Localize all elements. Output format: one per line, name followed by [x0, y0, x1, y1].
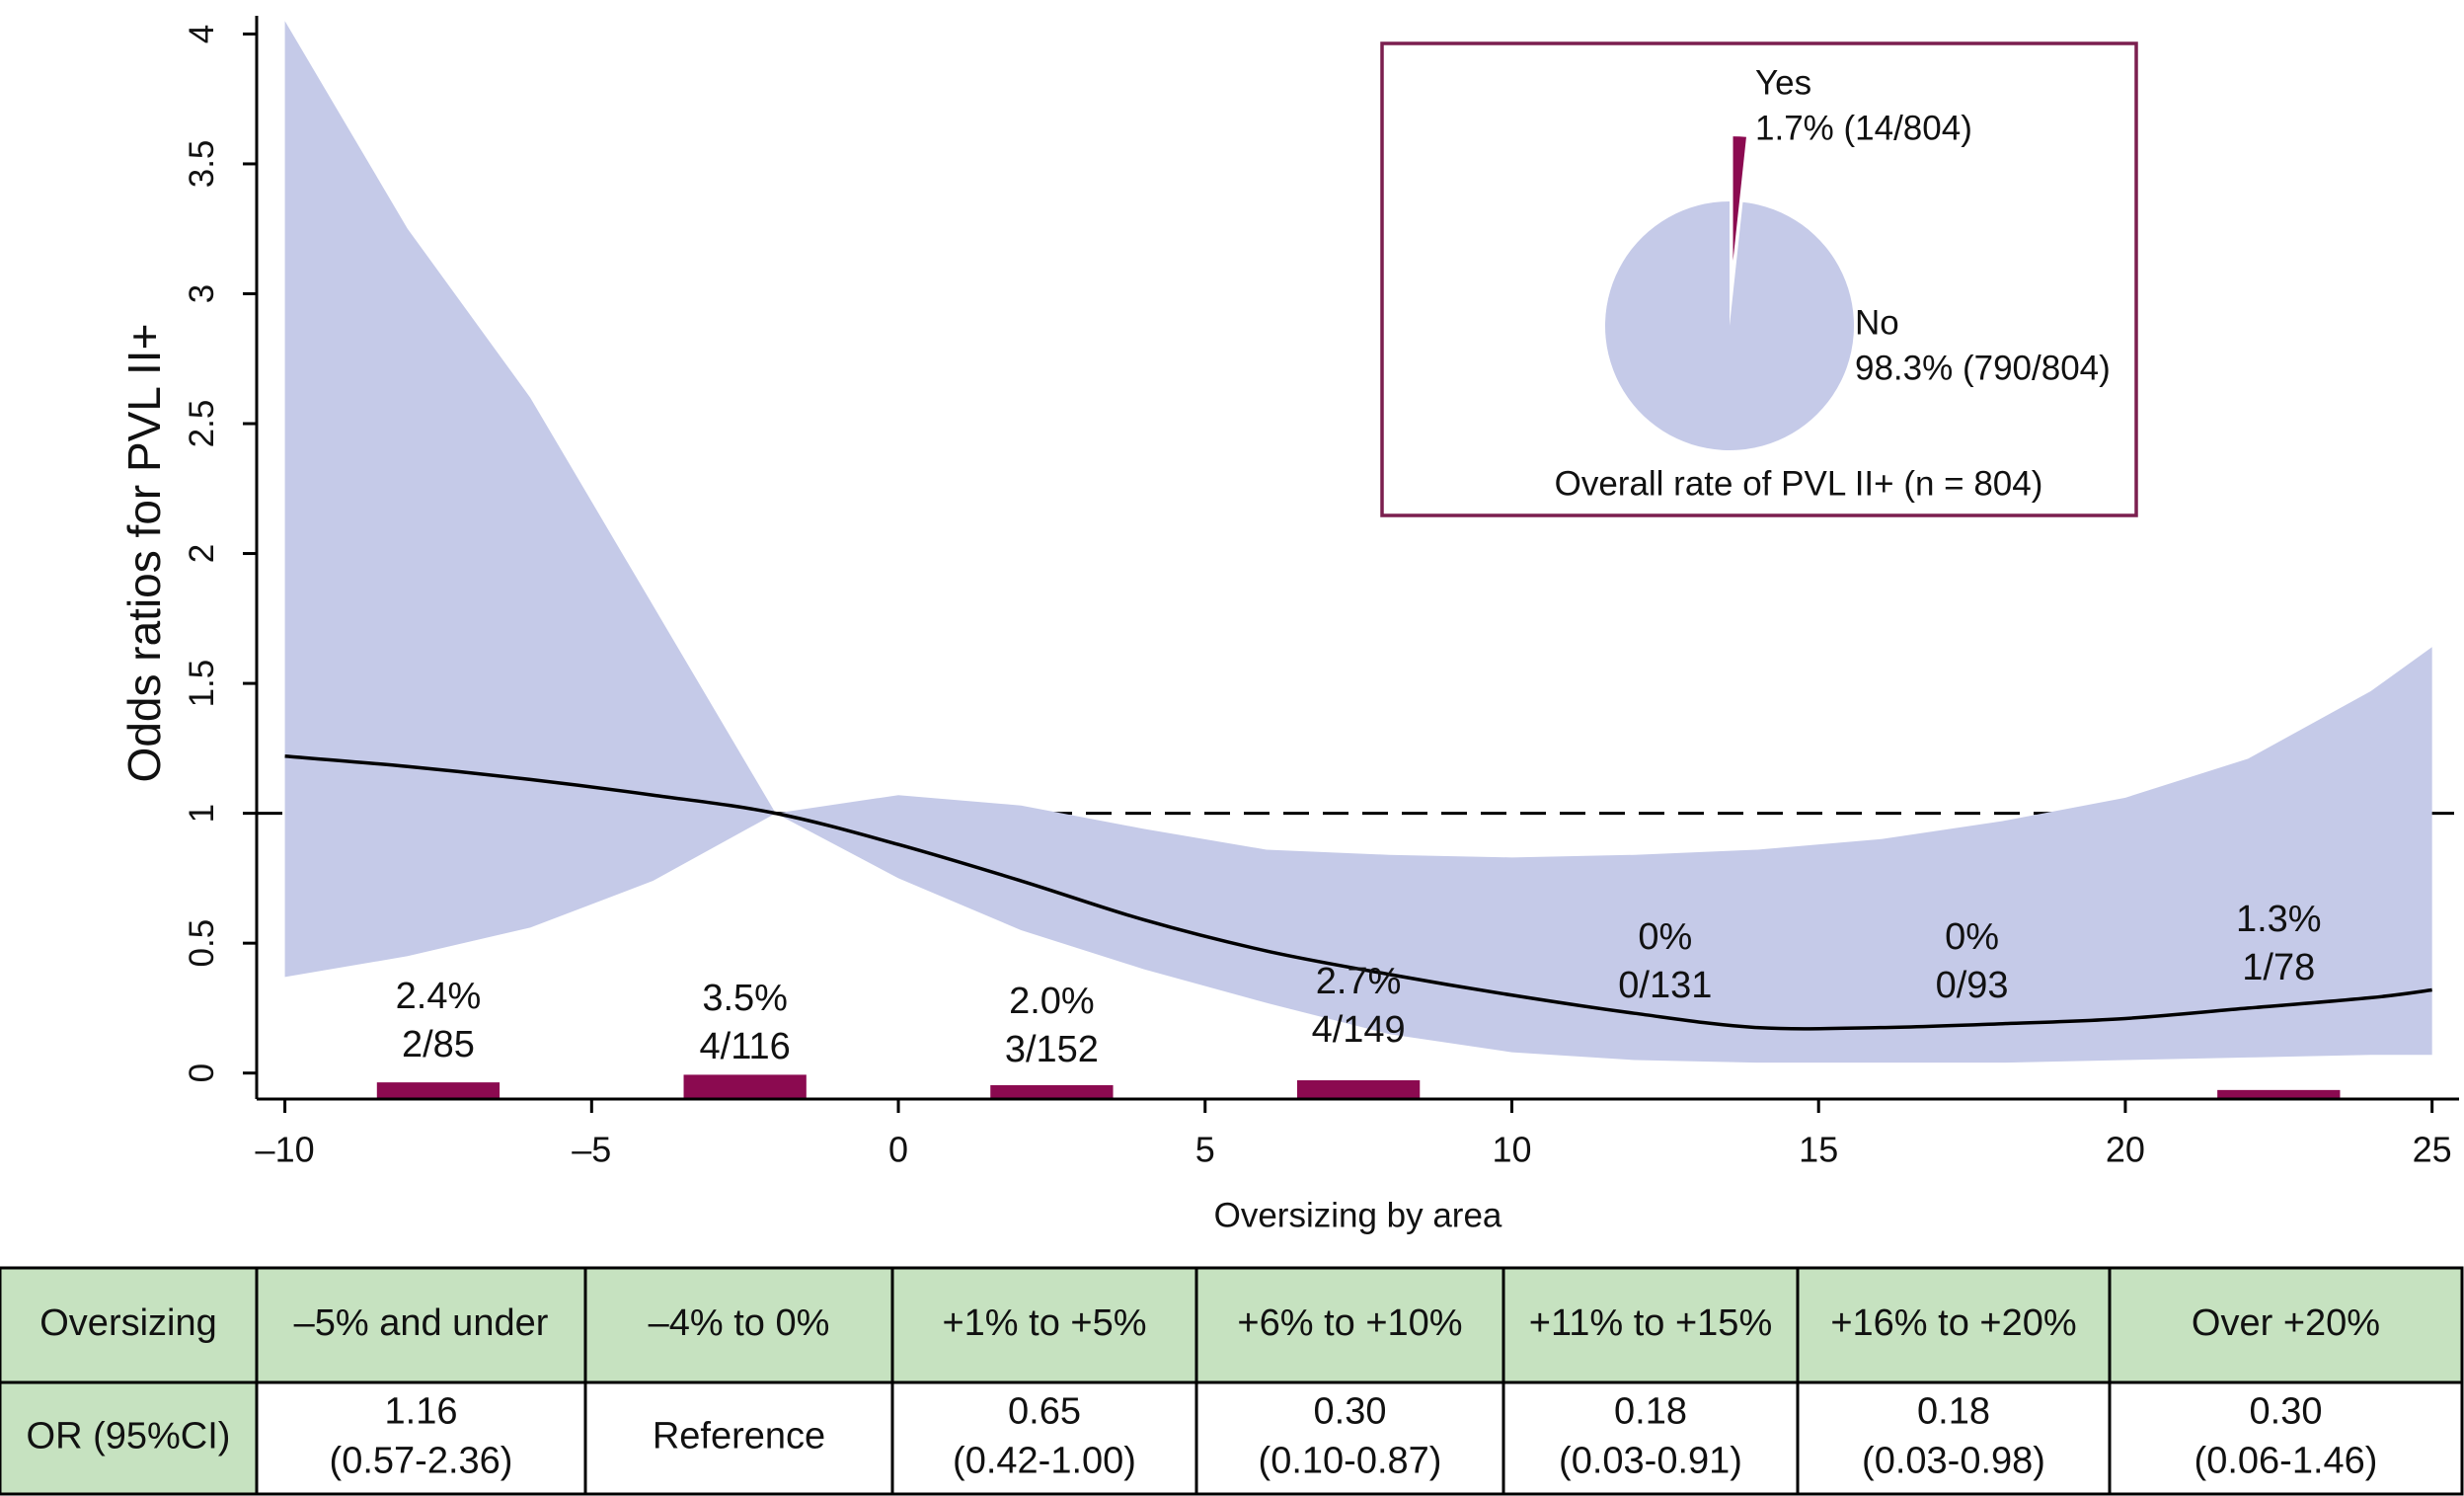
- rate-label: 2.0%: [1009, 981, 1095, 1022]
- row-label: OR (95%CI): [27, 1416, 231, 1457]
- rate-bar: [683, 1074, 807, 1099]
- header-text: –4% to 0%: [649, 1302, 830, 1344]
- header-cell: [1796, 1266, 2112, 1384]
- count-label: 3/152: [1005, 1029, 1099, 1070]
- x-tick-label: –10: [256, 1130, 315, 1170]
- cell-text: 0.30: [1314, 1391, 1387, 1433]
- x-tick-label: 20: [2106, 1130, 2145, 1170]
- rate-label: 0%: [1638, 916, 1692, 958]
- table-cell: [1194, 1380, 1505, 1496]
- rate-label: 0%: [1945, 916, 1999, 958]
- confidence-band: [284, 21, 2432, 1063]
- x-tick-label: 10: [1492, 1130, 1531, 1170]
- y-tick-label: 3: [183, 284, 221, 303]
- cell-text: Reference: [653, 1416, 825, 1457]
- table-cell: [583, 1380, 894, 1496]
- y-tick-label: 4: [183, 25, 221, 43]
- count-label: 4/116: [700, 1026, 791, 1067]
- y-axis-label: Odds ratios for PVL II+: [118, 324, 170, 783]
- header-text: Oversizing: [39, 1302, 217, 1344]
- table-cell: [890, 1380, 1198, 1496]
- rate-label: 3.5%: [702, 978, 788, 1019]
- rate-label: 2.4%: [396, 976, 482, 1017]
- cell-text: (0.03-0.91): [1559, 1441, 1742, 1482]
- rate-bar: [376, 1082, 500, 1099]
- x-axis-label: Oversizing by area: [1214, 1196, 1502, 1234]
- cell-text: (0.03-0.98): [1862, 1441, 2045, 1482]
- header-cell: [2108, 1266, 2464, 1384]
- rate-label: 2.7%: [1316, 961, 1402, 1002]
- header-text: +1% to +5%: [942, 1302, 1146, 1344]
- y-tick-label: 2.5: [183, 400, 221, 448]
- cell-text: 0.18: [1917, 1391, 1990, 1433]
- y-tick-label: 0.5: [183, 919, 221, 968]
- y-tick-label: 1: [183, 804, 221, 823]
- odds-ratio-line: [284, 754, 2432, 1031]
- y-tick-label: 2: [183, 544, 221, 563]
- header-text: +16% to +20%: [1830, 1302, 2076, 1344]
- x-tick-label: 25: [2413, 1130, 2452, 1170]
- pie-category: No: [1855, 303, 1899, 342]
- header-text: +11% to +15%: [1529, 1302, 1772, 1344]
- header-cell: [1502, 1266, 1800, 1384]
- pie-slice: [1732, 136, 1746, 262]
- cell-text: 0.18: [1614, 1391, 1687, 1433]
- pie-value-label: 1.7% (14/804): [1755, 109, 1972, 147]
- count-label: 1/78: [2242, 947, 2315, 988]
- table-cell: [1796, 1380, 2112, 1496]
- cell-text: 0.65: [1008, 1391, 1081, 1433]
- pie-value-label: 98.3% (790/804): [1855, 349, 2111, 387]
- x-tick-label: 0: [888, 1130, 908, 1170]
- x-tick-label: 5: [1195, 1130, 1215, 1170]
- rate-label: 1.3%: [2236, 899, 2322, 940]
- pie-slice: [1605, 201, 1855, 450]
- row-label-cell: [0, 1380, 259, 1496]
- table-cell: [2108, 1380, 2464, 1496]
- rate-bar: [2217, 1089, 2341, 1099]
- x-tick-label: 15: [1799, 1130, 1838, 1170]
- cell-text: (0.06-1.46): [2194, 1441, 2378, 1482]
- cell-text: (0.42-1.00): [953, 1441, 1136, 1482]
- rate-bar: [990, 1084, 1114, 1099]
- table-cell: [255, 1380, 587, 1496]
- count-label: 0/93: [1936, 965, 2009, 1006]
- count-label: 2/85: [402, 1024, 475, 1065]
- header-text: +6% to +10%: [1237, 1302, 1462, 1344]
- header-cell: [0, 1266, 259, 1384]
- count-label: 0/131: [1618, 965, 1712, 1006]
- pie-title: Overall rate of PVL II+ (n = 804): [1555, 464, 2043, 503]
- y-tick-label: 1.5: [183, 660, 221, 708]
- rate-bar: [1296, 1080, 1421, 1099]
- cell-text: (0.57-2.36): [330, 1441, 513, 1482]
- header-text: Over +20%: [2192, 1302, 2380, 1344]
- cell-text: 1.16: [385, 1391, 458, 1433]
- y-tick-label: 0: [183, 1063, 221, 1082]
- pie-category: Yes: [1755, 63, 1811, 102]
- x-tick-label: –5: [572, 1130, 611, 1170]
- cell-text: 0.30: [2250, 1391, 2323, 1433]
- table-cell: [1502, 1380, 1800, 1496]
- cell-text: (0.10-0.87): [1259, 1441, 1442, 1482]
- y-tick-label: 3.5: [183, 140, 221, 189]
- count-label: 4/149: [1312, 1009, 1406, 1051]
- header-text: –5% and under: [294, 1302, 549, 1344]
